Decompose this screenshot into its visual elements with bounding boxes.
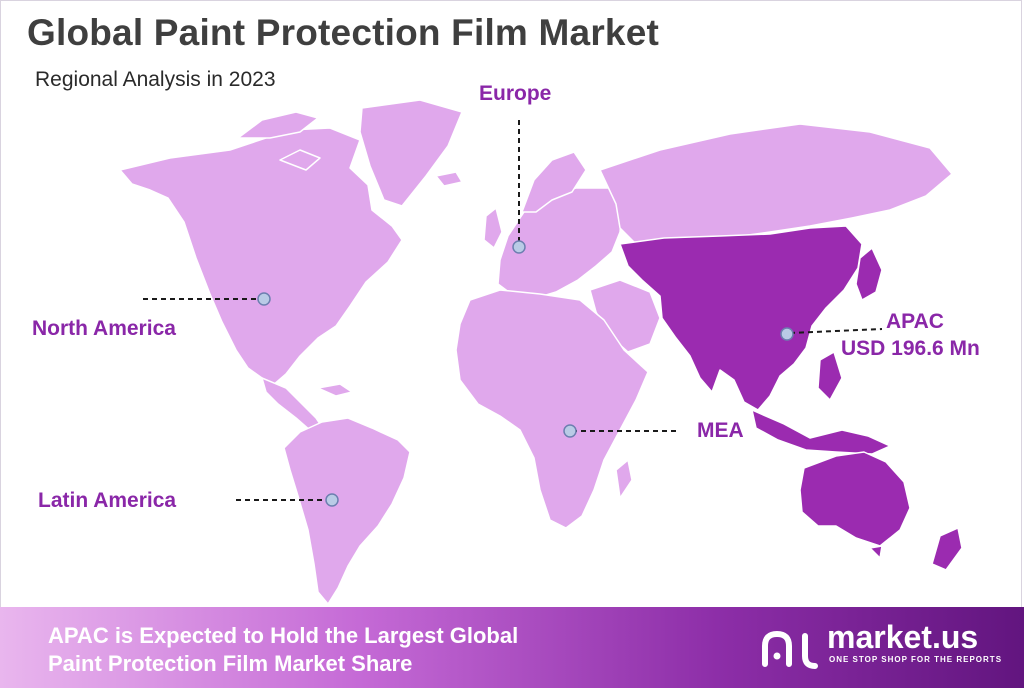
latin-america-label: Latin America <box>38 489 177 512</box>
caribbean <box>317 383 353 397</box>
apac-label: APAC <box>886 310 944 333</box>
apac-marker <box>780 327 794 341</box>
page-title: Global Paint Protection Film Market <box>27 12 659 53</box>
australia <box>799 451 911 547</box>
mea-marker <box>563 424 577 438</box>
iceland <box>435 171 463 187</box>
british-isles <box>483 207 503 249</box>
arctic-islands <box>237 111 319 139</box>
market-us-logo-text: market.us <box>827 619 979 655</box>
apac-mainland <box>619 225 863 411</box>
europe-label: Europe <box>479 82 552 105</box>
africa-landmass <box>455 289 649 529</box>
greenland <box>359 99 463 207</box>
footer-banner <box>0 607 1024 688</box>
europe-marker <box>512 240 526 254</box>
new-zealand <box>931 527 963 571</box>
central-america <box>261 377 325 433</box>
south-america-landmass <box>283 417 411 605</box>
indonesia <box>751 409 891 455</box>
latin-america-marker <box>325 493 339 507</box>
north-america-landmass <box>119 127 403 387</box>
north-america-label: North America <box>32 317 176 340</box>
footer-message: APAC is Expected to Hold the Largest Glo… <box>48 622 518 678</box>
page-subtitle: Regional Analysis in 2023 <box>35 68 276 91</box>
apac-leader-line <box>789 328 883 334</box>
japan <box>855 247 883 301</box>
footer-line-1: APAC is Expected to Hold the Largest Glo… <box>48 623 519 648</box>
arctic-islands-2 <box>279 149 321 171</box>
north-america-marker <box>257 292 271 306</box>
russia <box>599 123 953 247</box>
footer-line-2: Paint Protection Film Market Share <box>48 651 413 676</box>
tasmania <box>869 545 883 559</box>
mea-label: MEA <box>697 419 744 442</box>
philippines <box>817 351 843 401</box>
madagascar <box>615 459 633 499</box>
market-us-tagline: ONE STOP SHOP FOR THE REPORTS <box>829 655 1003 664</box>
market-us-logo-icon <box>762 630 818 669</box>
scandinavia <box>521 151 587 213</box>
apac-value-label: USD 196.6 Mn <box>841 337 980 360</box>
